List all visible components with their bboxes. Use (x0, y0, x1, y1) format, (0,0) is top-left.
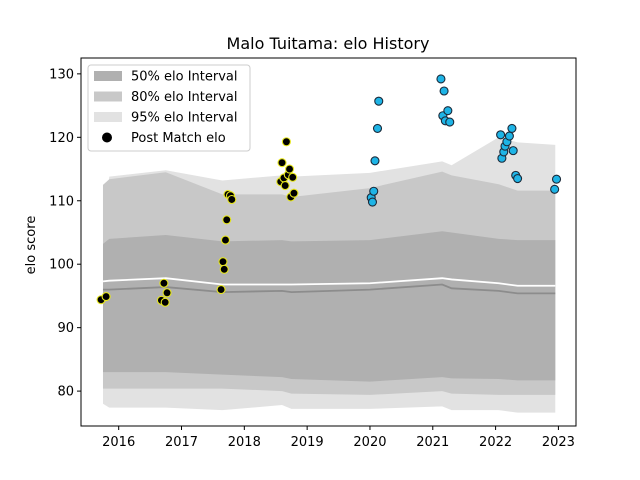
post-match-point (369, 186, 379, 196)
legend-label: 95% elo Interval (131, 111, 238, 126)
post-match-point (507, 123, 517, 133)
legend-swatch (94, 91, 122, 102)
y-tick-label: 110 (49, 194, 74, 209)
post-match-point (277, 158, 287, 168)
post-match-point (504, 131, 514, 141)
legend: 50% elo Interval 80% elo Interval 95% elo … (87, 64, 251, 152)
post-match-point (160, 297, 170, 307)
mean-elo-line (102, 277, 556, 287)
y-axis-label: elo score (24, 216, 39, 275)
post-match-point (372, 123, 383, 133)
post-match-point (374, 96, 384, 106)
post-match-point (222, 215, 232, 225)
band-50-interval (102, 231, 556, 382)
post-match-point (162, 288, 172, 298)
post-match-point (288, 172, 298, 182)
post-match-point (218, 257, 228, 267)
x-tick-label: 2016 (102, 435, 135, 450)
post-match-point (216, 285, 226, 295)
y-tick-label: 90 (57, 321, 74, 336)
legend-swatch (94, 112, 122, 122)
post-match-point (445, 117, 455, 127)
y-tick-label: 120 (49, 131, 74, 146)
y-tick-label: 130 (49, 67, 74, 82)
post-match-point (370, 156, 380, 166)
x-tick-label: 2022 (479, 435, 512, 450)
post-match-point (551, 174, 562, 184)
x-tick-label: 2020 (353, 435, 386, 450)
median-elo-line (102, 283, 556, 295)
post-match-point (227, 194, 237, 205)
x-tick-label: 2021 (416, 435, 449, 450)
x-tick-label: 2018 (228, 435, 261, 450)
legend-label: Post Match elo (131, 131, 226, 146)
post-match-point (159, 278, 169, 288)
post-match-point (513, 174, 523, 184)
post-match-point (496, 130, 506, 140)
legend-marker (102, 132, 112, 143)
post-match-point (439, 86, 449, 96)
chart-title: Malo Tuitama: elo History (227, 34, 430, 53)
x-tick-label: 2019 (291, 435, 324, 450)
post-match-point (367, 197, 378, 207)
legend-box (87, 64, 251, 152)
y-tick-label: 100 (49, 258, 74, 273)
plot-area: 2016 2017 2018 2019 2020 2021 2022 2023 80 90 100 1… (49, 57, 577, 450)
post-match-point (289, 188, 299, 198)
plot-frame (80, 57, 577, 427)
x-tick-label: 2023 (542, 435, 575, 450)
y-tick-label: 80 (57, 385, 74, 400)
post-match-point (281, 137, 291, 147)
post-match-point (550, 184, 560, 194)
x-tick-label: 2017 (165, 435, 198, 450)
post-match-point (508, 146, 518, 156)
post-match-point (101, 292, 111, 302)
legend-label: 50% elo Interval (131, 70, 238, 85)
post-match-point (280, 180, 290, 191)
legend-swatch (94, 71, 122, 81)
post-match-point (219, 264, 229, 274)
legend-label: 80% elo Interval (131, 90, 238, 105)
post-match-point (220, 235, 231, 245)
post-match-point (284, 164, 295, 174)
post-match-point (443, 106, 453, 116)
post-match-point (436, 74, 446, 84)
